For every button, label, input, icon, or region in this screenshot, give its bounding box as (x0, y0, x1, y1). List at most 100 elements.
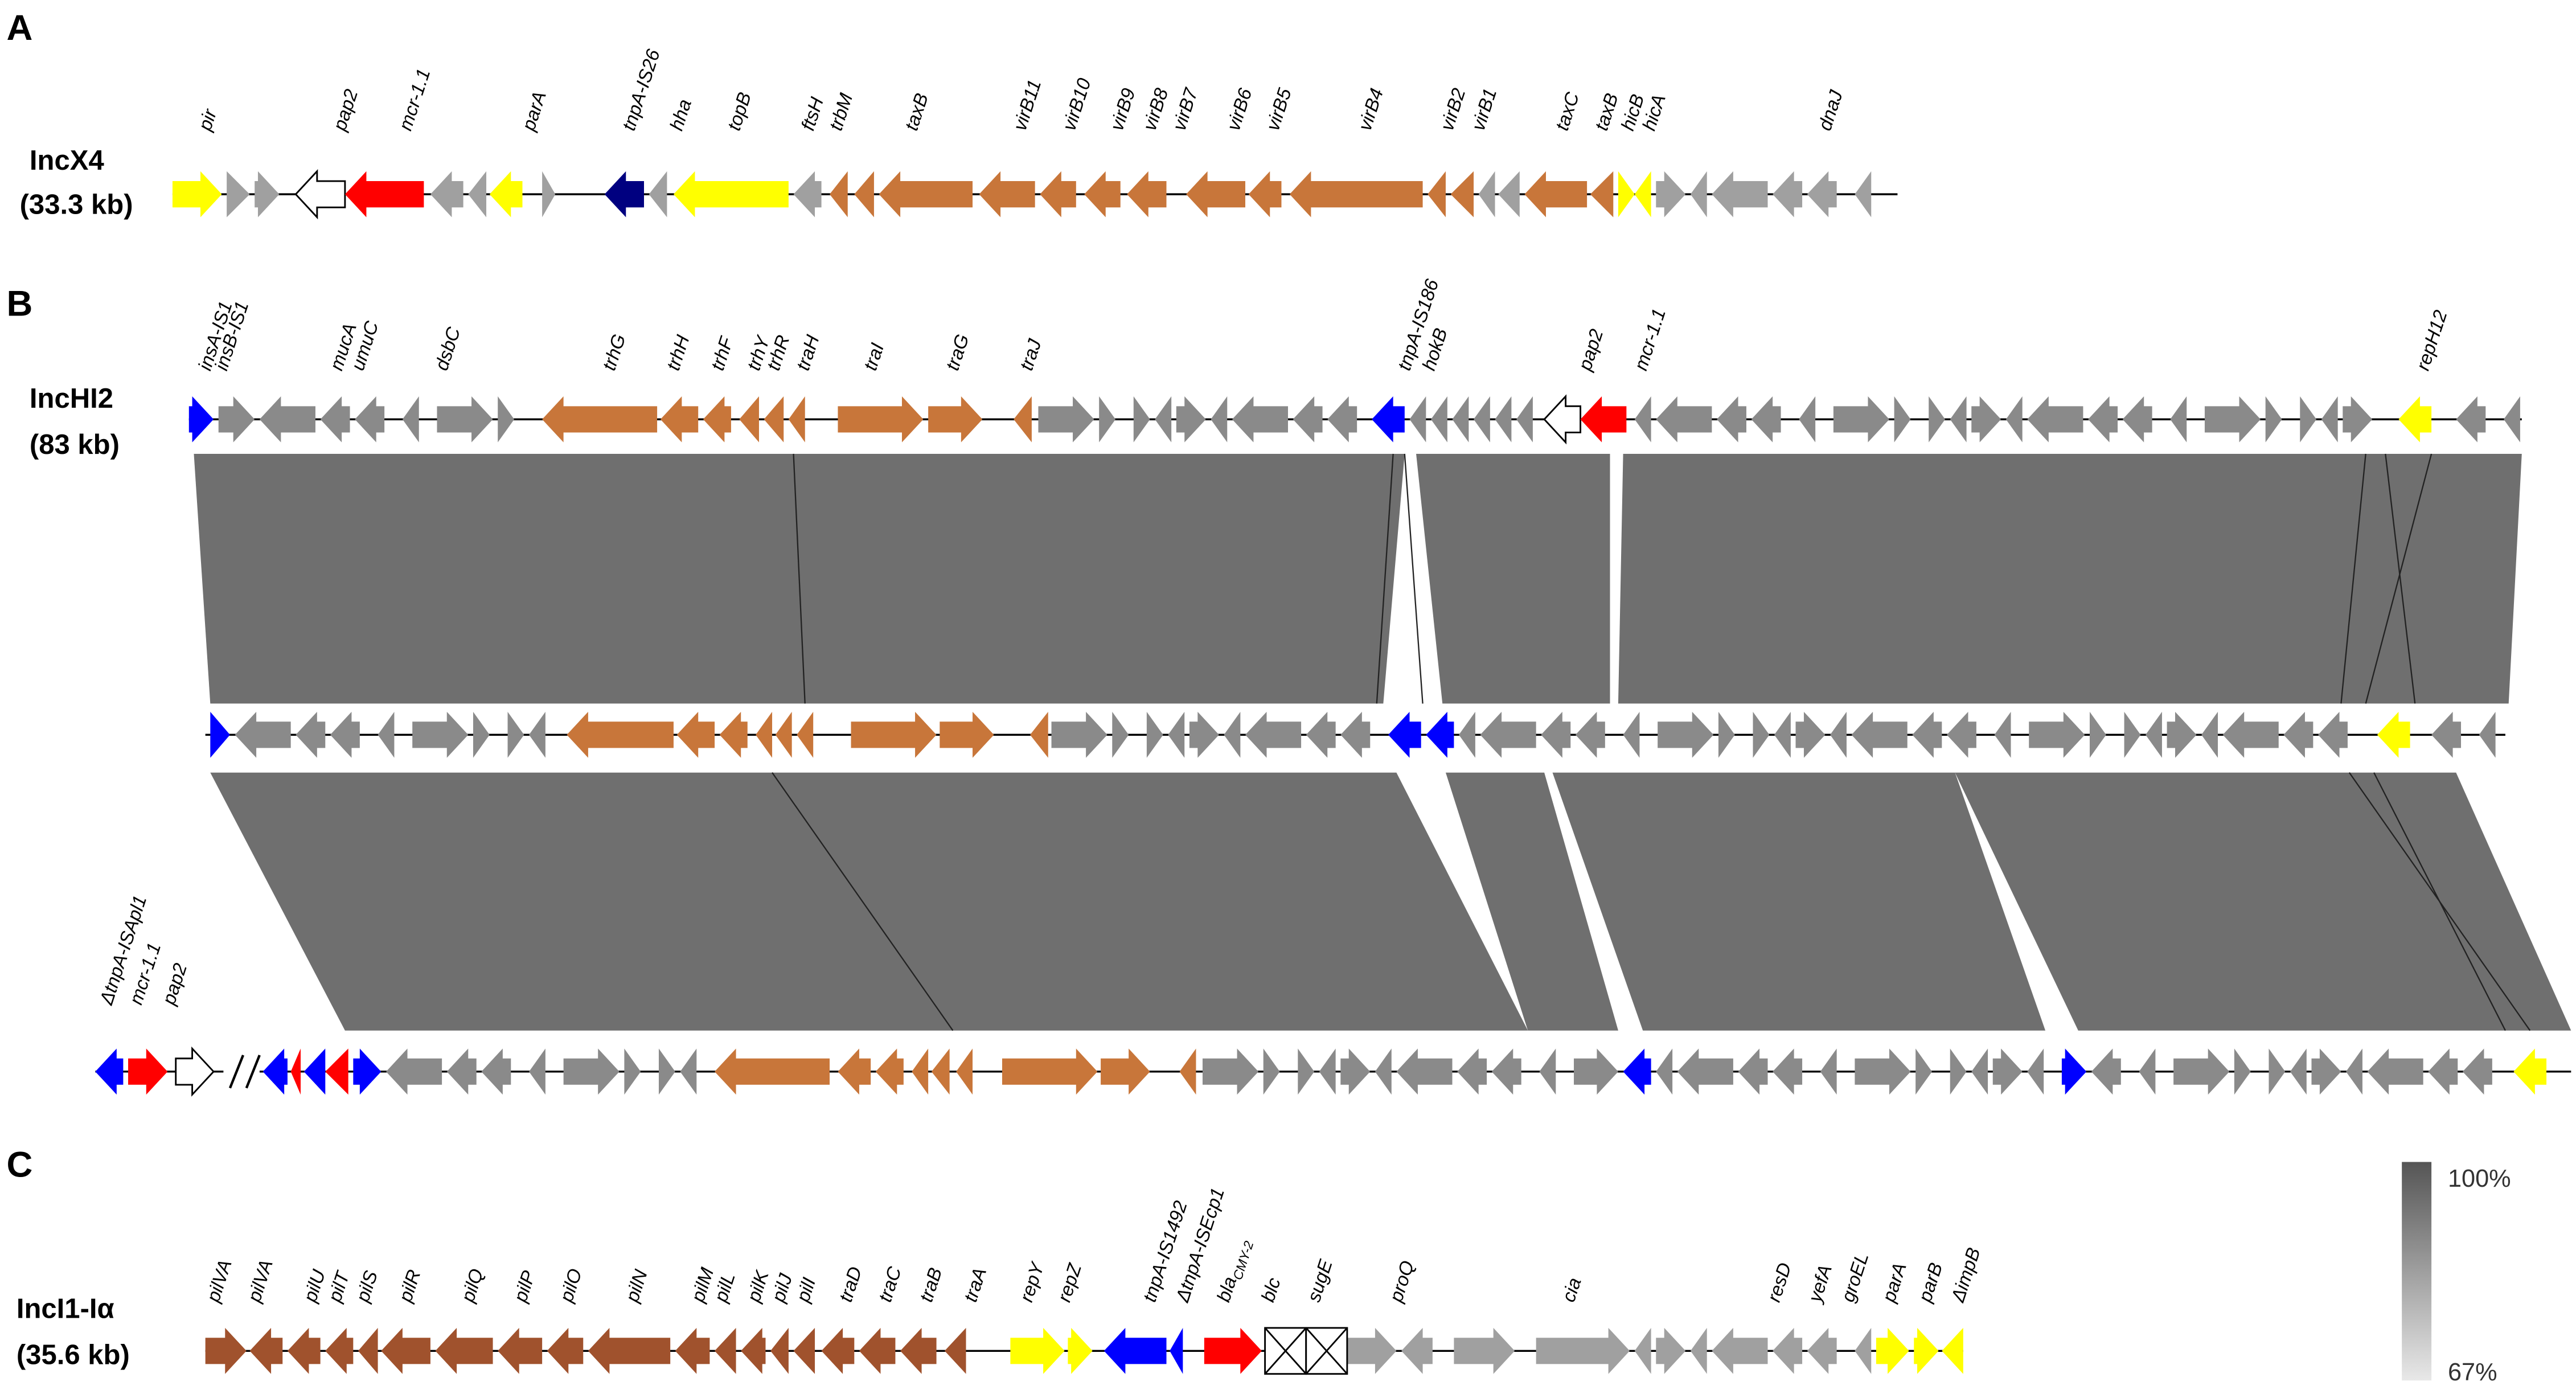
gene-arrow (320, 396, 350, 442)
gene-arrow (2431, 711, 2462, 758)
gene-arrow (542, 396, 658, 442)
gene-label: tnpA-IS26 (618, 47, 664, 133)
gene-arrow (1375, 1048, 1392, 1095)
gene-arrow (1851, 711, 1908, 758)
gene-arrow (673, 171, 789, 218)
gene-arrow (715, 1327, 736, 1374)
gene-arrow (1480, 711, 1536, 758)
panel-label: B (7, 284, 33, 324)
gene-arrow (1014, 396, 1032, 442)
gene-arrow (1773, 171, 1803, 218)
gene-arrow (1833, 396, 1889, 442)
gene-arrow (1618, 171, 1635, 218)
gene-arrow (563, 1048, 620, 1095)
gene-arrow (2088, 396, 2118, 442)
gene-arrow (1459, 711, 1475, 758)
gene-arrow (1656, 396, 1712, 442)
gene-arrow (2170, 396, 2187, 442)
gene-label: pilVA (203, 1257, 236, 1305)
gene-arrow (1327, 396, 1357, 442)
gene-subscript: CMY-2 (1230, 1239, 1256, 1282)
gene-label: dnaJ (1815, 88, 1848, 133)
homology-bands (194, 453, 2571, 1031)
legend-min: 67% (2448, 1359, 2497, 1386)
gene-arrow (1306, 711, 1336, 758)
gene-arrow (1030, 711, 1048, 758)
gene-arrow (2346, 1048, 2362, 1095)
gene-label: mcr-1.1 (1630, 306, 1670, 373)
gene-arrow (940, 711, 994, 758)
gene-label: virB6 (1223, 85, 1257, 133)
gene-arrow (1263, 1048, 1280, 1095)
gene-label: pilK (743, 1267, 773, 1305)
crossing-line (1404, 453, 1424, 704)
gene-arrow (2122, 396, 2152, 442)
crossing-line (2365, 453, 2433, 704)
gene-arrow (330, 711, 360, 758)
gene-label: topB (724, 90, 756, 133)
gene-arrow (446, 1048, 477, 1095)
gene-arrow (859, 1327, 896, 1374)
gene-arrow (2027, 396, 2083, 442)
gene-arrow (1912, 711, 1942, 758)
gene-label: repH12 (2413, 308, 2452, 373)
gene-arrow (1396, 1048, 1453, 1095)
gene-arrow (1855, 1048, 1911, 1095)
gene-arrow (715, 1048, 830, 1095)
gene-arrow (2300, 396, 2317, 442)
crossing-line (1376, 453, 1394, 704)
gene-arrow (2091, 1048, 2121, 1095)
plasmid-name: IncI1-Iα (17, 1294, 114, 1325)
gene-arrow (1539, 1048, 1556, 1095)
gene-arrow (567, 711, 674, 758)
legend-max: 100% (2448, 1165, 2511, 1192)
gene-arrow (2089, 711, 2106, 758)
gene-arrow (1536, 1327, 1630, 1374)
gene-arrow (931, 1048, 950, 1095)
gene-arrow (1146, 711, 1163, 758)
gene-arrow (1717, 396, 1746, 442)
gene-label: traI (860, 341, 888, 373)
gene-arrow (1454, 1327, 1515, 1374)
gene-arrow (1590, 171, 1614, 218)
gene-arrow (719, 711, 748, 758)
gene-arrow (1634, 396, 1651, 442)
gene-label: virB7 (1169, 85, 1203, 133)
gene-arrow (912, 1048, 929, 1095)
gene-arrow (649, 171, 667, 218)
gene-label: mcr-1.1 (395, 66, 435, 133)
gene-arrow (797, 711, 814, 758)
gene-arrow (1388, 711, 1421, 758)
gene-arrow (1894, 396, 1911, 442)
crossing-line (2340, 453, 2366, 704)
gene-arrow (1623, 1048, 1651, 1095)
gene-arrow (1155, 396, 1172, 442)
gene-label: pap2 (329, 87, 362, 134)
gene-arrow (1457, 1048, 1487, 1095)
gene-arrow (2428, 1048, 2458, 1095)
gene-arrow (2204, 396, 2261, 442)
gene-arrow (956, 1048, 973, 1095)
gene-label: virB10 (1059, 76, 1095, 133)
panel-label: C (7, 1145, 33, 1184)
gene-label: ΔimpB (1947, 1245, 1985, 1305)
gene-arrow (680, 1048, 697, 1095)
plasmid-name: IncX4 (30, 145, 104, 176)
gene-arrow (498, 1327, 543, 1374)
gene-arrow (1002, 1048, 1098, 1095)
gene-arrow (1516, 396, 1533, 442)
gene-arrow (1409, 396, 1426, 442)
gene-arrow (402, 396, 419, 442)
gene-arrow (2234, 1048, 2251, 1095)
gene-arrow (1994, 711, 2011, 758)
homology-band (1552, 772, 2046, 1031)
gene-arrow (430, 171, 463, 218)
gene-arrow (1876, 1327, 1909, 1374)
gene-arrow (676, 711, 715, 758)
gene-arrow (854, 171, 874, 218)
gene-label: resD (1763, 1260, 1796, 1305)
gene-arrow (1712, 1327, 1768, 1374)
gene-arrow (741, 1327, 766, 1374)
gene-arrow (1452, 396, 1469, 442)
